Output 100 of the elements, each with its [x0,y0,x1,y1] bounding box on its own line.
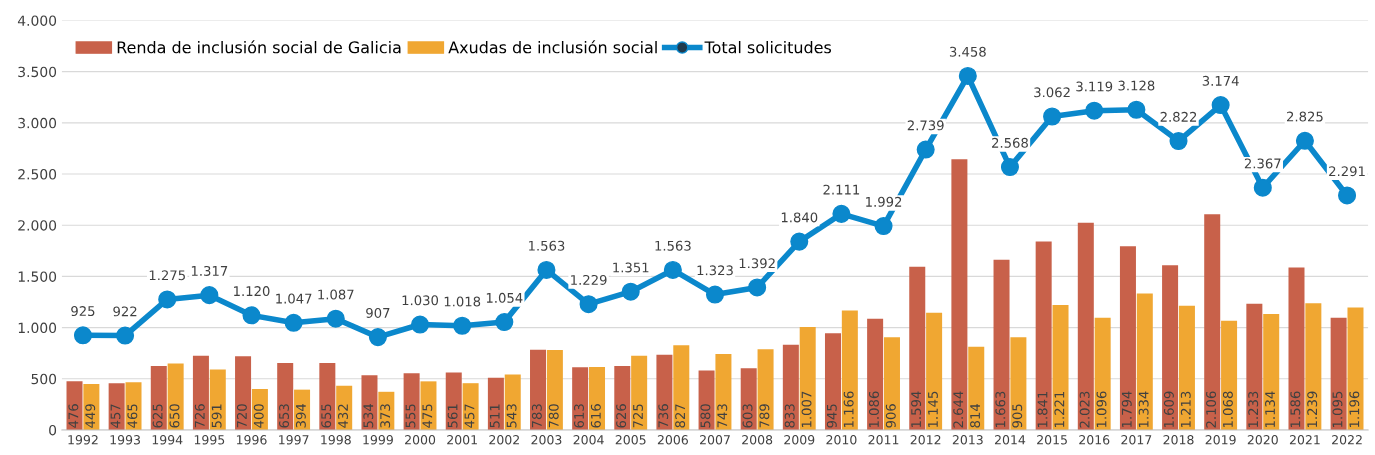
x-tick-label: 2020 [1247,435,1278,445]
data-label: 925 [71,306,95,317]
data-label: 616 [590,404,601,428]
point [874,217,893,236]
data-label: 1.030 [402,295,439,306]
bar [1221,320,1238,430]
data-label: 1.229 [571,274,607,285]
data-label: 457 [110,404,121,428]
data-label: 457 [464,404,475,428]
data-label: 2.023 [1079,391,1090,428]
data-label: 906 [885,404,896,428]
y-tick-label: 500 [31,373,57,385]
bar [1305,303,1322,430]
data-label: 3.458 [949,46,986,57]
bar [782,344,799,430]
data-label: 543 [506,404,517,428]
point [916,140,935,159]
bar [125,382,142,430]
x-tick-label: 2014 [994,435,1026,445]
data-label: 1.068 [1222,391,1233,427]
x-tick-label: 1998 [321,435,351,445]
bar [403,373,420,430]
point [116,326,135,345]
bar [757,349,774,430]
data-label: 1.096 [1096,391,1107,427]
bar [926,312,943,430]
point [200,286,219,305]
y-tick-label: 0 [49,424,57,436]
point [158,290,177,309]
bar [209,369,226,430]
bar [883,337,900,430]
point [1085,101,1104,120]
data-label: 2.106 [1206,391,1217,428]
x-tick-label: 2002 [489,435,519,445]
data-label: 905 [1012,404,1023,428]
y-tick-label: 3.000 [18,117,57,129]
data-label: 1.317 [191,265,228,276]
data-label: 475 [422,404,433,428]
data-label: 1.054 [486,292,523,303]
x-tick-label: 2004 [573,435,604,445]
bar [319,362,336,430]
data-label: 561 [447,404,458,428]
data-label: 827 [675,404,686,428]
data-label: 3.062 [1034,87,1070,98]
data-label: 2.825 [1287,111,1323,122]
bar [192,355,209,430]
y-tick-label: 3.500 [18,66,57,78]
data-label: 1.392 [739,258,775,269]
data-label: 449 [85,404,96,428]
bar [968,346,985,430]
data-label: 1.841 [1037,391,1048,427]
data-label: 1.275 [149,270,185,281]
legend-label: Total solicitudes [704,40,832,54]
x-tick-label: 1997 [279,435,309,445]
point [73,326,92,345]
bar [1162,265,1179,430]
data-label: 476 [68,404,79,428]
x-tick-label: 2010 [826,435,857,445]
data-label: 432 [338,404,349,428]
y-tick-label: 2.500 [18,169,57,180]
data-label: 511 [489,404,500,428]
data-label: 1.196 [1349,391,1360,427]
bar [530,349,547,430]
point [242,306,261,325]
bar [841,310,858,430]
data-label: 726 [194,404,205,428]
point [1043,107,1062,126]
data-label: 1.323 [697,265,733,276]
x-tick-label: 2009 [784,435,815,445]
point [495,313,514,332]
data-label: 3.119 [1076,81,1113,92]
x-tick-label: 2019 [1205,435,1236,445]
data-label: 2.568 [992,137,1028,148]
data-label: 945 [826,404,837,428]
data-label: 373 [380,404,391,428]
point [326,309,345,328]
data-label: 2.644 [953,391,964,428]
data-label: 1.563 [655,240,691,251]
data-label: 736 [658,404,669,428]
bar [1052,304,1069,430]
data-label: 783 [531,404,542,428]
data-label: 1.609 [1163,391,1174,427]
data-label: 555 [405,404,416,428]
bar [909,266,926,430]
bar [867,318,884,430]
point [368,328,387,347]
x-tick-label: 2008 [742,435,773,445]
x-tick-label: 2007 [700,435,730,445]
legend-label: Axudas de inclusión social [448,40,657,54]
data-label: 580 [700,404,711,428]
bar [235,356,252,430]
bar [1119,246,1136,430]
bar [993,259,1010,430]
bar [631,355,648,430]
x-tick-label: 2022 [1332,435,1362,445]
point [790,232,809,251]
bar [656,354,673,430]
data-label: 613 [574,404,584,428]
data-label: 1.120 [234,286,270,297]
x-tick-label: 1992 [68,435,98,445]
